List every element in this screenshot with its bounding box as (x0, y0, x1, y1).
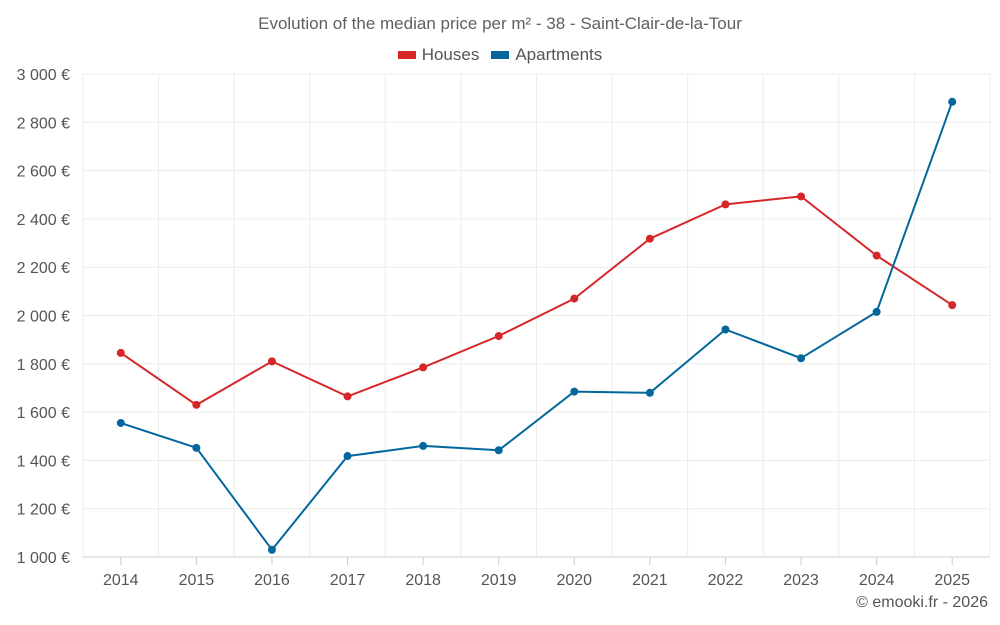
data-point-apartments (948, 97, 957, 106)
legend-item-houses[interactable]: Houses (397, 45, 480, 65)
data-point-houses (192, 400, 201, 409)
y-tick-label: 3 000 € (17, 67, 70, 84)
data-point-houses (948, 301, 957, 310)
y-tick-label: 2 600 € (17, 164, 70, 181)
data-point-houses (343, 392, 352, 401)
data-point-apartments (797, 354, 806, 363)
data-point-houses (267, 357, 276, 366)
data-point-apartments (494, 446, 503, 455)
data-point-houses (419, 363, 428, 372)
x-tick-label: 2023 (783, 572, 819, 589)
data-point-apartments (721, 325, 730, 334)
y-tick-label: 1 000 € (17, 550, 70, 567)
data-point-apartments (267, 545, 276, 554)
x-tick-label: 2024 (859, 572, 895, 589)
data-point-apartments (192, 443, 201, 452)
data-point-houses (570, 294, 579, 303)
data-point-houses (872, 251, 881, 260)
y-tick-label: 2 200 € (17, 260, 70, 277)
y-tick-label: 2 000 € (17, 309, 70, 326)
legend-swatch-apartments (491, 51, 510, 59)
x-tick-label: 2020 (556, 572, 592, 589)
chart-title: Evolution of the median price per m² - 3… (258, 14, 742, 33)
legend-swatch-houses (397, 51, 416, 59)
x-tick-label: 2019 (481, 572, 517, 589)
y-tick-label: 1 200 € (17, 502, 70, 519)
x-tick-label: 2025 (934, 572, 970, 589)
data-point-apartments (343, 452, 352, 461)
x-tick-label: 2017 (330, 572, 366, 589)
credit-text: © emooki.fr - 2026 (856, 594, 988, 611)
legend: Houses Apartments (0, 45, 1000, 65)
legend-item-apartments[interactable]: Apartments (491, 45, 602, 65)
x-tick-label: 2016 (254, 572, 290, 589)
data-point-houses (116, 348, 125, 357)
data-point-apartments (116, 418, 125, 427)
legend-label-houses: Houses (421, 45, 480, 64)
series-line-houses (120, 195, 953, 406)
y-tick-label: 2 400 € (17, 212, 70, 229)
y-tick-label: 1 400 € (17, 453, 70, 470)
x-tick-label: 2021 (632, 572, 668, 589)
x-tick-label: 2018 (405, 572, 441, 589)
data-point-houses (721, 200, 730, 209)
legend-label-apartments: Apartments (515, 45, 603, 64)
x-tick-label: 2014 (103, 572, 139, 589)
y-tick-label: 2 800 € (17, 115, 70, 132)
data-point-apartments (645, 388, 654, 397)
series-line-apartments (120, 101, 954, 551)
data-point-houses (645, 234, 654, 243)
data-point-apartments (872, 307, 881, 316)
data-point-houses (494, 332, 503, 341)
data-point-apartments (419, 441, 428, 450)
data-point-houses (797, 192, 806, 201)
y-tick-label: 1 600 € (17, 405, 70, 422)
x-tick-label: 2022 (708, 572, 744, 589)
y-tick-label: 1 800 € (17, 357, 70, 374)
data-point-apartments (570, 387, 579, 396)
x-tick-label: 2015 (179, 572, 215, 589)
